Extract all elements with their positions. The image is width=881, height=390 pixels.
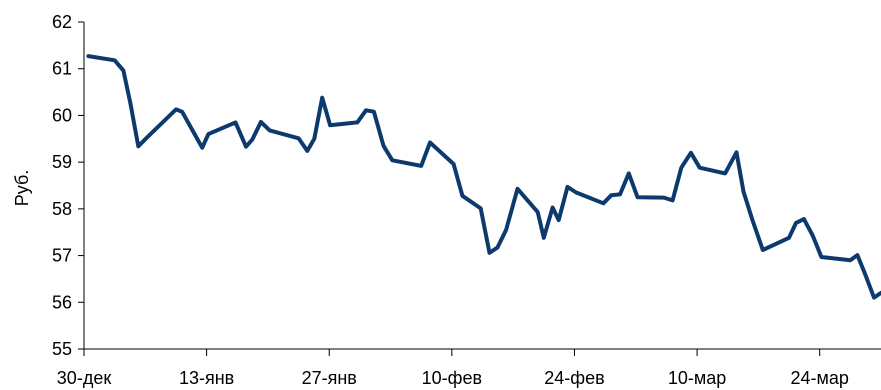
y-tick-label: 57 [52, 246, 72, 266]
x-tick-label: 13-янв [179, 368, 234, 388]
y-tick-label: 59 [52, 152, 72, 172]
y-tick-label: 60 [52, 105, 72, 125]
series-line-rub [86, 54, 881, 300]
y-tick-label: 58 [52, 199, 72, 219]
y-tick-label: 55 [52, 339, 72, 359]
y-axis-title: Руб. [12, 170, 32, 207]
x-tick-label: 24-фев [544, 368, 604, 388]
y-axis: 55 56 57 58 59 60 61 62 [52, 12, 84, 359]
x-tick-label: 27-янв [302, 368, 357, 388]
x-tick-label: 30-дек [57, 368, 112, 388]
y-tick-label: 61 [52, 59, 72, 79]
y-tick-label: 56 [52, 292, 72, 312]
x-tick-label: 10-мар [668, 368, 726, 388]
x-tick-label: 10-фев [422, 368, 482, 388]
x-axis: 30-дек 13-янв 27-янв 10-фев 24-фев 10-мар 24-м… [57, 349, 849, 388]
y-tick-label: 62 [52, 12, 72, 32]
x-tick-label: 24-мар [790, 368, 848, 388]
